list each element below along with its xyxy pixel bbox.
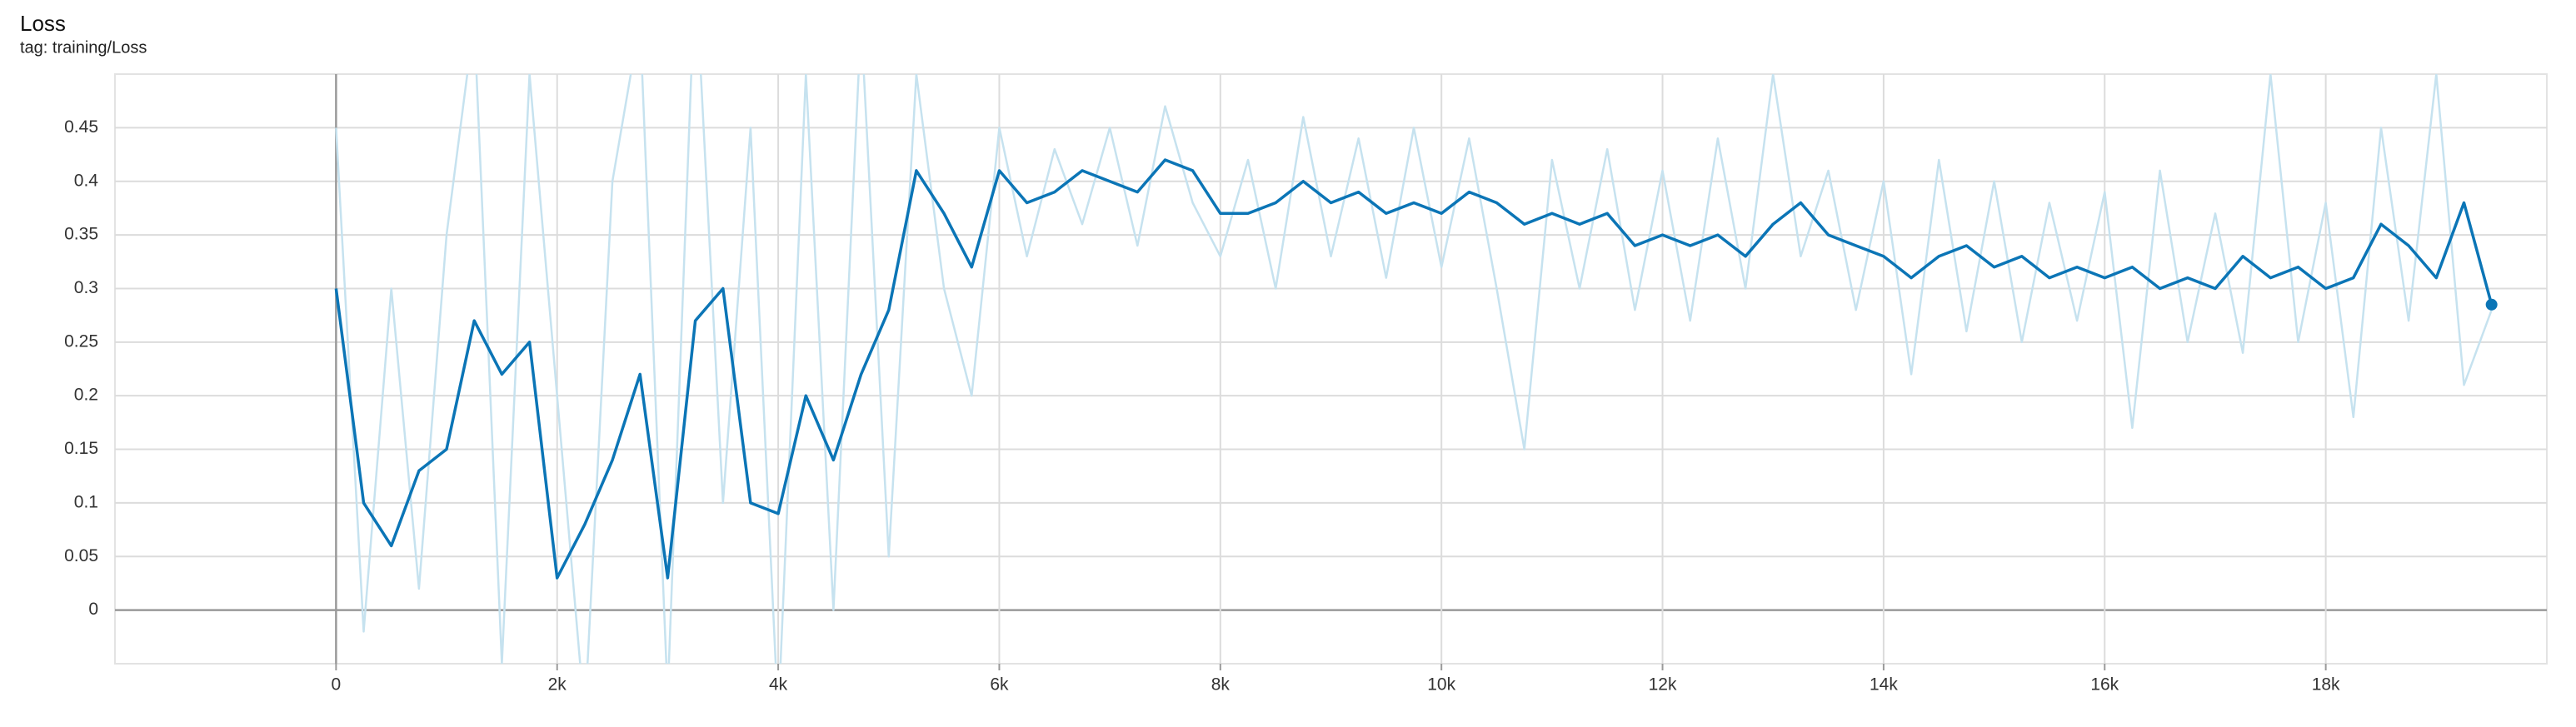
x-tick-label: 12k [1649, 675, 1677, 695]
y-tick-label: 0.05 [64, 546, 98, 565]
chart-subtitle: tag: training/Loss [20, 38, 147, 57]
x-tick-label: 8k [1211, 675, 1231, 695]
y-tick-label: 0.15 [64, 439, 98, 458]
x-tick-label: 6k [990, 675, 1009, 695]
y-tick-label: 0 [88, 600, 98, 619]
x-tick-label: 18k [2312, 675, 2340, 695]
chart-title: Loss [20, 11, 66, 36]
y-tick-label: 0.1 [74, 492, 98, 511]
y-tick-label: 0.3 [74, 278, 98, 297]
y-tick-label: 0.2 [74, 386, 98, 405]
x-tick-label: 14k [1870, 675, 1898, 695]
plot-frame [114, 73, 2548, 665]
series-line [334, 158, 2494, 580]
plot-area [334, 74, 2494, 664]
y-tick-label: 0.4 [74, 171, 99, 190]
y-tick-label: 0.45 [64, 117, 98, 137]
x-tick-label: 10k [1427, 675, 1455, 695]
x-tick-label: 0 [332, 675, 342, 695]
y-tick-label: 0.25 [64, 331, 98, 351]
y-tick-label: 0.35 [64, 225, 98, 244]
x-tick-label: 4k [769, 675, 788, 695]
end-point [2485, 298, 2498, 311]
x-tick-label: 16k [2090, 675, 2119, 695]
x-tick-label: 2k [548, 675, 567, 695]
series-line [335, 74, 2493, 664]
